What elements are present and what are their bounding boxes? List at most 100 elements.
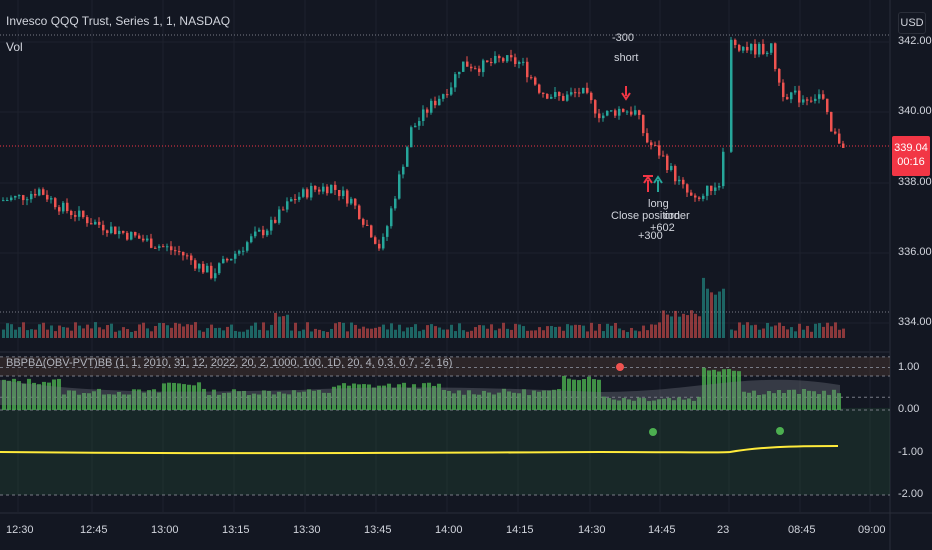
indicator-bar	[57, 378, 61, 410]
volume-bar	[602, 331, 605, 338]
candle-body	[226, 258, 229, 261]
volume-bar	[830, 326, 833, 338]
indicator-bar	[542, 390, 546, 410]
indicator-bar	[772, 393, 776, 410]
candle-body	[810, 100, 813, 102]
volume-bar	[102, 329, 105, 338]
candle-body	[194, 260, 197, 269]
indicator-bar	[517, 393, 521, 410]
indicator-band-fill	[0, 379, 840, 405]
volume-bar	[242, 331, 245, 338]
indicator-bar	[377, 385, 381, 410]
indicator-bar	[527, 395, 531, 410]
indicator-bar	[637, 397, 641, 410]
candle-body	[510, 55, 513, 58]
candle-body	[442, 94, 445, 99]
indicator-bar	[347, 385, 351, 410]
volume-bar	[618, 328, 621, 338]
indicator-bar	[272, 394, 276, 410]
candle-body	[562, 95, 565, 101]
indicator-bar	[302, 391, 306, 410]
candle-body	[714, 187, 717, 191]
indicator-bar	[477, 394, 481, 410]
volume-bar	[414, 324, 417, 338]
upper-band	[0, 356, 890, 376]
candle-body	[538, 84, 541, 93]
indicator-bar	[592, 379, 596, 410]
volume-bar	[718, 291, 721, 338]
volume-bar	[626, 331, 629, 338]
volume-bar	[98, 327, 101, 338]
volume-bar	[474, 327, 477, 338]
indicator-bar	[237, 391, 241, 410]
indicator-bar	[647, 401, 651, 410]
indicator-bar	[292, 390, 296, 410]
candle-body	[602, 115, 605, 119]
indicator-bar	[597, 379, 601, 410]
indicator-axis-label: -2.00	[898, 488, 924, 500]
volume-bar	[54, 331, 57, 338]
candle-body	[290, 199, 293, 202]
indicator-bar	[222, 392, 226, 410]
volume-bar	[214, 328, 217, 338]
indicator-bar	[102, 394, 106, 410]
countdown-timer: 00:16	[897, 156, 925, 168]
candle-body	[414, 125, 417, 128]
volume-bar	[346, 331, 349, 338]
volume-bar	[518, 324, 521, 338]
volume-bar	[162, 323, 165, 338]
indicator-bar	[327, 392, 331, 410]
indicator-bar	[207, 395, 211, 410]
candle-body	[30, 193, 33, 200]
close-arrow	[643, 175, 653, 192]
indicator-bar	[42, 381, 46, 410]
volume-bar	[34, 329, 37, 338]
candle-body	[262, 229, 265, 236]
indicator-bar	[572, 379, 576, 410]
indicator-bar	[607, 398, 611, 410]
indicator-bar	[507, 391, 511, 410]
volume-bar	[58, 325, 61, 338]
candle-body	[618, 108, 621, 116]
volume-bar	[674, 310, 677, 338]
indicator-bar	[617, 400, 621, 410]
volume-bar	[482, 325, 485, 338]
indicator-bar	[582, 379, 586, 410]
candle-body	[802, 99, 805, 103]
volume-bar	[38, 324, 41, 338]
indicator-bar	[657, 399, 661, 410]
candle-body	[826, 98, 829, 113]
indicator-bar	[667, 397, 671, 410]
candle-body	[318, 189, 321, 192]
volume-bar	[82, 328, 85, 338]
volume-bar	[198, 330, 201, 338]
indicator-bar	[427, 382, 431, 410]
candle-body	[646, 133, 649, 143]
currency-button[interactable]: USD	[898, 12, 926, 34]
indicator-bar	[257, 394, 261, 410]
candle-body	[206, 265, 209, 273]
volume-label: Vol	[6, 40, 23, 54]
candle-body	[102, 224, 105, 231]
candle-body	[790, 92, 793, 100]
volume-bar	[430, 324, 433, 338]
indicator-bar	[837, 393, 841, 410]
candle-body	[546, 93, 549, 99]
volume-bar	[74, 322, 77, 338]
volume-bar	[402, 331, 405, 338]
candle-body	[10, 197, 13, 201]
indicator-bar	[182, 384, 186, 410]
volume-bar	[730, 329, 733, 338]
indicator-bar	[52, 379, 56, 410]
volume-bar	[478, 325, 481, 338]
volume-bar	[834, 322, 837, 338]
indicator-bar	[502, 388, 506, 410]
indicator-title: BBPBΔ(OBV-PVT)BB (1, 1, 2010, 31, 12, 20…	[6, 357, 453, 369]
candle-body	[186, 255, 189, 257]
indicator-bar	[67, 390, 71, 410]
volume-bar	[390, 323, 393, 338]
candle-body	[462, 61, 465, 72]
indicator-bar	[367, 384, 371, 410]
indicator-bar	[682, 399, 686, 410]
